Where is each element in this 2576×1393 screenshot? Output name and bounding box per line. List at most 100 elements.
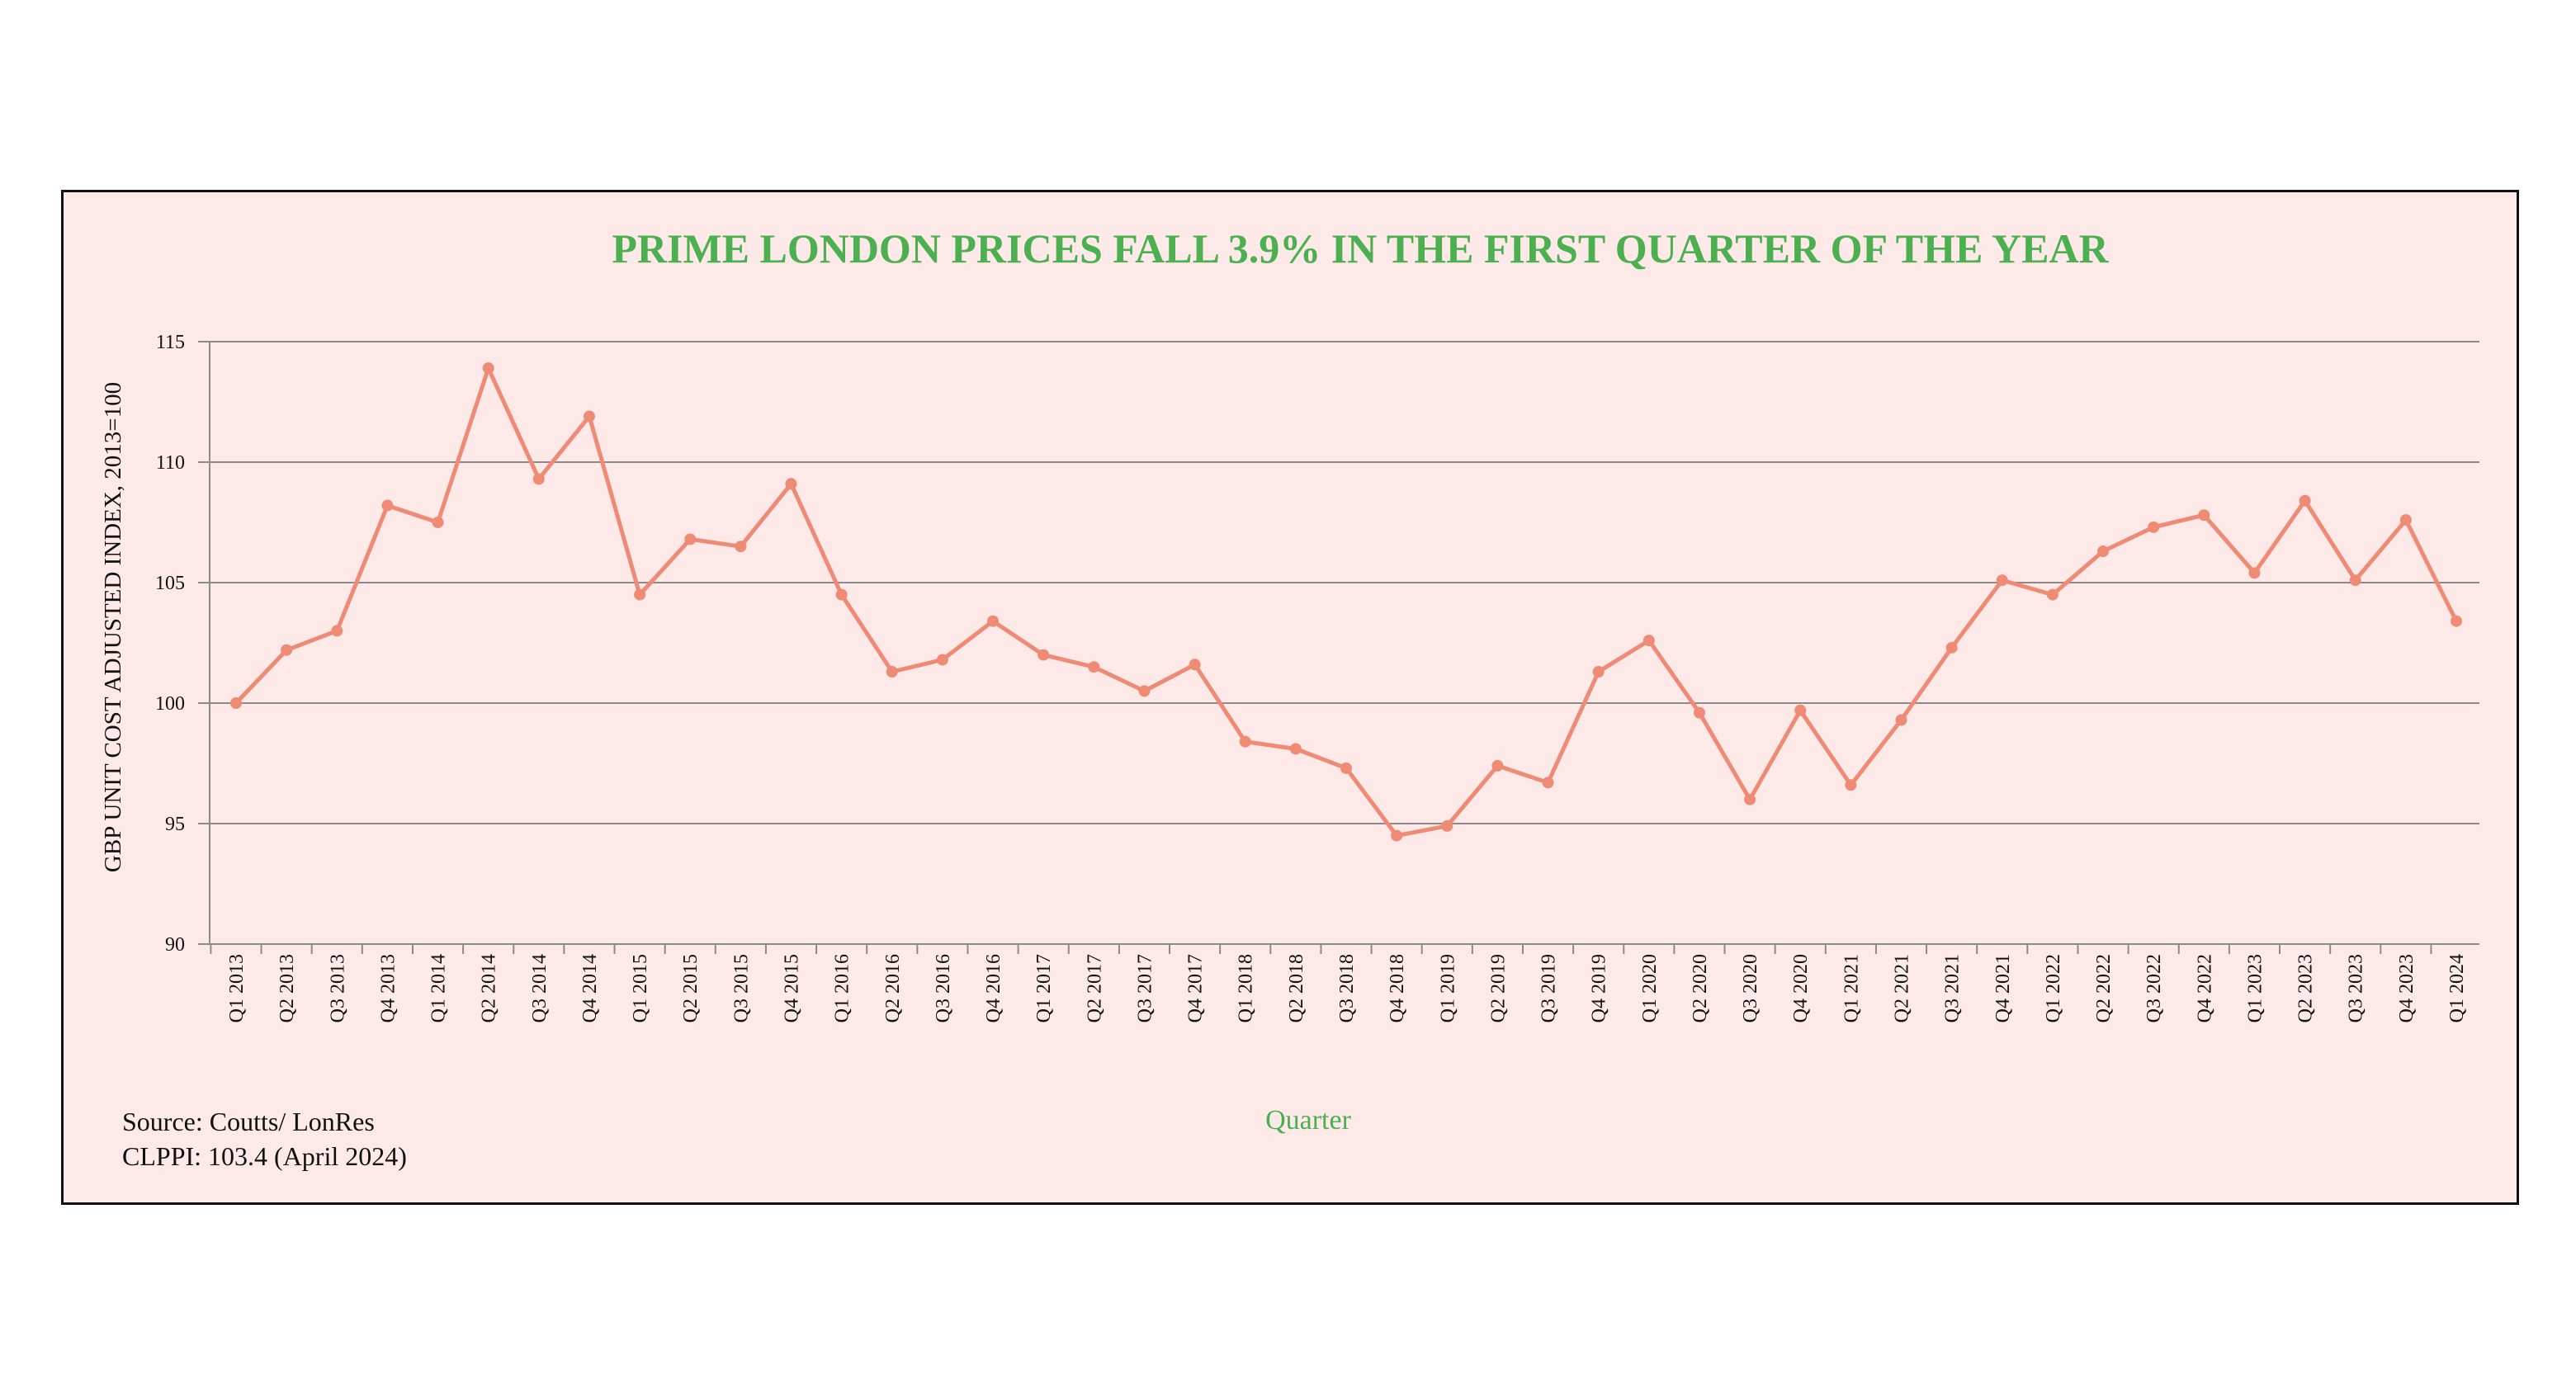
data-point [1845, 779, 1857, 791]
x-tick-label: Q3 2023 [2346, 954, 2367, 1022]
data-point [331, 625, 343, 637]
data-point [785, 478, 797, 490]
data-point [936, 654, 948, 666]
x-tick-label: Q2 2020 [1690, 954, 1711, 1022]
gridlines [198, 341, 2479, 945]
data-point [1945, 641, 1958, 654]
y-tick-label: 90 [165, 934, 185, 956]
data-point [281, 644, 293, 656]
source-note: Source: Coutts/ LonRes [122, 1107, 375, 1136]
data-point [1441, 819, 1453, 832]
x-tick-label: Q1 2020 [1639, 954, 1661, 1022]
x-tick-label: Q3 2014 [529, 954, 551, 1022]
x-tick-label: Q2 2014 [479, 954, 500, 1022]
x-tick-label: Q2 2016 [882, 954, 904, 1022]
x-tick-label: Q1 2014 [428, 954, 450, 1022]
x-tick-label: Q3 2017 [1134, 954, 1156, 1022]
y-tick-label: 100 [155, 693, 185, 715]
x-tick-label: Q4 2023 [2396, 954, 2418, 1022]
data-point [1693, 706, 1705, 719]
data-point [684, 533, 697, 545]
data-point [886, 666, 898, 678]
x-tick-label: Q2 2021 [1892, 954, 1913, 1022]
data-point [2198, 509, 2210, 522]
data-point [2248, 567, 2261, 579]
x-tick-label: Q1 2023 [2244, 954, 2266, 1022]
x-tick-label: Q3 2016 [933, 954, 954, 1022]
data-point [2046, 588, 2058, 601]
x-tick-label: Q1 2021 [1841, 954, 1862, 1022]
x-tick-label: Q1 2017 [1033, 954, 1055, 1022]
axes [209, 342, 2432, 954]
data-point [2451, 615, 2462, 627]
x-tick-label: Q4 2016 [983, 954, 1004, 1022]
x-tick-label: Q1 2024 [2446, 954, 2468, 1022]
series [230, 362, 2462, 842]
data-point [532, 473, 545, 485]
x-tick-label: Q4 2022 [2194, 954, 2215, 1022]
x-tick-label: Q3 2015 [730, 954, 752, 1022]
data-point [1996, 574, 2008, 587]
x-tick-label: Q3 2018 [1336, 954, 1358, 1022]
data-point [432, 517, 444, 528]
x-tick-label: Q1 2016 [832, 954, 853, 1022]
data-point [1138, 685, 1151, 697]
x-tick-label: Q2 2023 [2295, 954, 2317, 1022]
data-point [583, 410, 595, 423]
data-point [1239, 735, 1251, 748]
data-point [230, 697, 242, 709]
x-tick-label: Q1 2015 [630, 954, 651, 1022]
data-point [835, 588, 848, 601]
x-tick-label: Q2 2015 [680, 954, 702, 1022]
data-point [987, 615, 1000, 627]
data-point [1340, 762, 1352, 774]
y-tick-label: 110 [156, 452, 185, 474]
y-tick-label: 115 [156, 332, 185, 353]
x-tick-label: Q2 2019 [1487, 954, 1509, 1022]
x-tick-label: Q3 2019 [1539, 954, 1560, 1022]
data-point [1289, 743, 1302, 755]
data-point [2097, 545, 2110, 558]
data-point [1391, 829, 1403, 842]
x-axis-label: Quarter [1265, 1105, 1352, 1136]
x-tick-label: Q4 2020 [1790, 954, 1812, 1022]
data-point [1895, 714, 1907, 726]
chart-title: PRIME LONDON PRICES FALL 3.9% IN THE FIR… [612, 225, 2109, 272]
x-tick-label: Q3 2020 [1740, 954, 1761, 1022]
x-tick-label: Q2 2022 [2093, 954, 2115, 1022]
data-point [1744, 793, 1756, 805]
x-tick-label: Q1 2022 [2043, 954, 2064, 1022]
data-point [2349, 574, 2361, 587]
data-point [381, 499, 394, 512]
x-tick-label: Q3 2013 [327, 954, 348, 1022]
x-tick-labels: Q1 2013 Q2 2013 Q3 2013 Q4 2013 Q1 2014 Q2 20… [226, 954, 2468, 1022]
chart-frame [61, 190, 2519, 1205]
x-tick-label: Q4 2021 [1992, 954, 2014, 1022]
y-tick-label: 105 [155, 573, 185, 594]
data-point [1088, 661, 1100, 673]
x-tick-label: Q3 2022 [2144, 954, 2165, 1022]
data-point [1037, 649, 1050, 661]
x-tick-label: Q2 2017 [1084, 954, 1105, 1022]
y-tick-labels: 90 95 100 105 110 115 [155, 332, 185, 956]
x-tick-label: Q4 2014 [579, 954, 601, 1022]
x-tick-label: Q3 2021 [1942, 954, 1964, 1022]
clppi-note: CLPPI: 103.4 (April 2024) [122, 1141, 407, 1171]
data-point [634, 588, 646, 601]
data-point [1794, 704, 1807, 716]
x-tick-label: Q4 2017 [1185, 954, 1207, 1022]
x-tick-label: Q4 2015 [782, 954, 803, 1022]
data-point [735, 541, 747, 553]
x-tick-label: Q4 2019 [1589, 954, 1610, 1022]
data-point [1592, 666, 1605, 678]
data-point [1642, 635, 1655, 647]
x-tick-label: Q2 2013 [277, 954, 298, 1022]
data-point [482, 362, 494, 375]
y-tick-label: 95 [165, 814, 185, 835]
x-tick-label: Q1 2013 [226, 954, 248, 1022]
data-point [2399, 514, 2412, 527]
x-tick-label: Q1 2019 [1437, 954, 1458, 1022]
data-point [1189, 659, 1201, 671]
x-tick-label: Q4 2018 [1387, 954, 1408, 1022]
data-point [2299, 494, 2311, 507]
